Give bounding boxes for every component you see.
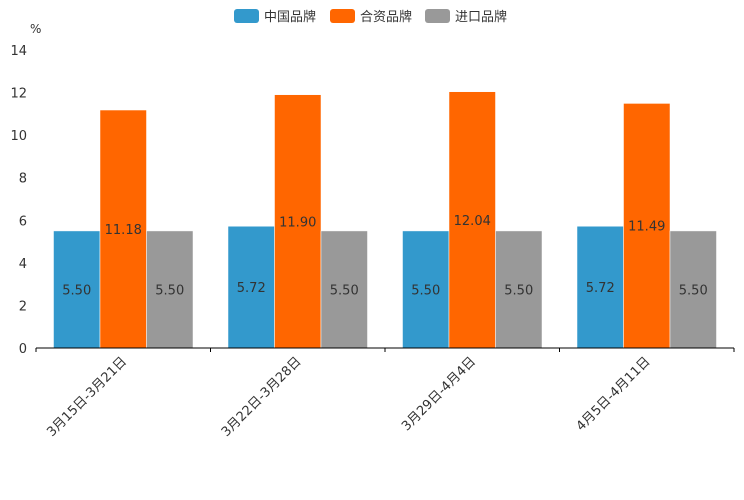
bar-value-label: 11.49 <box>628 220 665 235</box>
bar-value-label: 5.50 <box>330 283 359 298</box>
y-tick-label: 4 <box>19 257 27 272</box>
x-tick-label: 4月5日-4月11日 <box>574 354 654 434</box>
legend-item[interactable]: 进口品牌 <box>425 9 507 25</box>
bar[interactable] <box>448 91 496 349</box>
bar[interactable] <box>623 103 671 349</box>
legend-swatch <box>425 9 450 23</box>
x-tick-label: 3月29日-4月4日 <box>399 354 479 434</box>
bar-value-label: 5.50 <box>504 283 533 298</box>
legend-label: 进口品牌 <box>455 9 507 25</box>
y-tick-label: 2 <box>19 299 27 314</box>
bar[interactable] <box>320 230 368 349</box>
bar-value-label: 5.50 <box>411 283 440 298</box>
bar[interactable] <box>274 94 322 349</box>
bar-value-label: 5.50 <box>62 283 91 298</box>
y-tick-label: 6 <box>19 214 27 229</box>
bar[interactable] <box>146 230 194 349</box>
y-axis: 0 2 4 6 8 10 12 14 <box>10 44 27 357</box>
y-axis-label: % <box>30 22 41 36</box>
x-tick-label: 3月22日-3月28日 <box>219 354 305 440</box>
x-axis: 3月15日-3月21日 3月22日-3月28日 3月29日-4月4日 4月5日-4月1… <box>35 347 735 440</box>
bar[interactable] <box>227 225 275 349</box>
legend-swatch <box>330 9 355 23</box>
bar-value-label: 11.18 <box>105 223 142 238</box>
bar-value-label: 12.04 <box>454 214 491 229</box>
bar-value-label: 5.72 <box>237 281 266 296</box>
bar-value-label: 5.50 <box>679 283 708 298</box>
legend-item[interactable]: 中国品牌 <box>234 9 316 25</box>
bar-value-label: 11.90 <box>279 215 316 230</box>
legend-swatch <box>234 9 259 23</box>
y-tick-label: 0 <box>19 342 27 357</box>
y-tick-label: 14 <box>10 44 27 59</box>
legend-label: 中国品牌 <box>264 9 316 25</box>
x-tick-label: 3月15日-3月21日 <box>44 354 130 440</box>
bar[interactable] <box>53 230 101 349</box>
legend: 中国品牌 合资品牌 进口品牌 <box>234 9 507 25</box>
y-tick-label: 10 <box>10 129 27 144</box>
bars: 5.50 11.18 5.50 5.72 11.90 5.50 5.50 12.04 5.50 5… <box>53 91 717 349</box>
bar[interactable] <box>576 225 624 349</box>
legend-item[interactable]: 合资品牌 <box>330 9 412 25</box>
y-tick-label: 12 <box>10 87 27 102</box>
legend-label: 合资品牌 <box>360 9 412 25</box>
bar-value-label: 5.72 <box>586 281 615 296</box>
y-tick-label: 8 <box>19 172 27 187</box>
bar-value-label: 5.50 <box>155 283 184 298</box>
bar[interactable] <box>99 109 147 349</box>
bar[interactable] <box>669 230 717 349</box>
